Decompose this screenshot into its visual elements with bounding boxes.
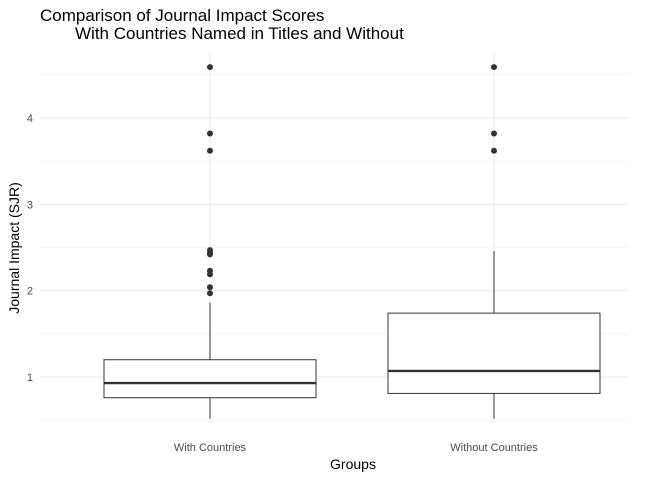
x-axis-title: Groups: [330, 456, 376, 472]
outlier-point: [207, 64, 213, 71]
outlier-point: [491, 147, 497, 154]
tick-labels: 1 2 3 4 With Countries Without Countries: [27, 113, 538, 454]
outlier-point: [491, 64, 497, 71]
outlier-point: [207, 247, 213, 254]
outlier-point: [207, 284, 213, 291]
outlier-point: [207, 147, 213, 154]
box-without-countries: [387, 312, 601, 394]
outlier-point: [207, 290, 213, 297]
y-axis-title: Journal Impact (SJR): [6, 182, 22, 313]
box-with-countries: [103, 359, 317, 399]
outlier-point: [207, 267, 213, 274]
x-tick-label: With Countries: [174, 442, 247, 454]
chart-title: Comparison of Journal Impact Scores: [40, 6, 324, 25]
outlier-point: [491, 130, 497, 137]
y-tick-label: 2: [27, 286, 33, 298]
box-layer: [103, 64, 601, 419]
y-tick-label: 1: [27, 372, 33, 384]
y-tick-label: 3: [27, 199, 33, 211]
y-tick-label: 4: [27, 113, 33, 125]
chart-subtitle: With Countries Named in Titles and Witho…: [75, 24, 404, 43]
x-tick-label: Without Countries: [450, 442, 538, 454]
outlier-point: [207, 130, 213, 137]
